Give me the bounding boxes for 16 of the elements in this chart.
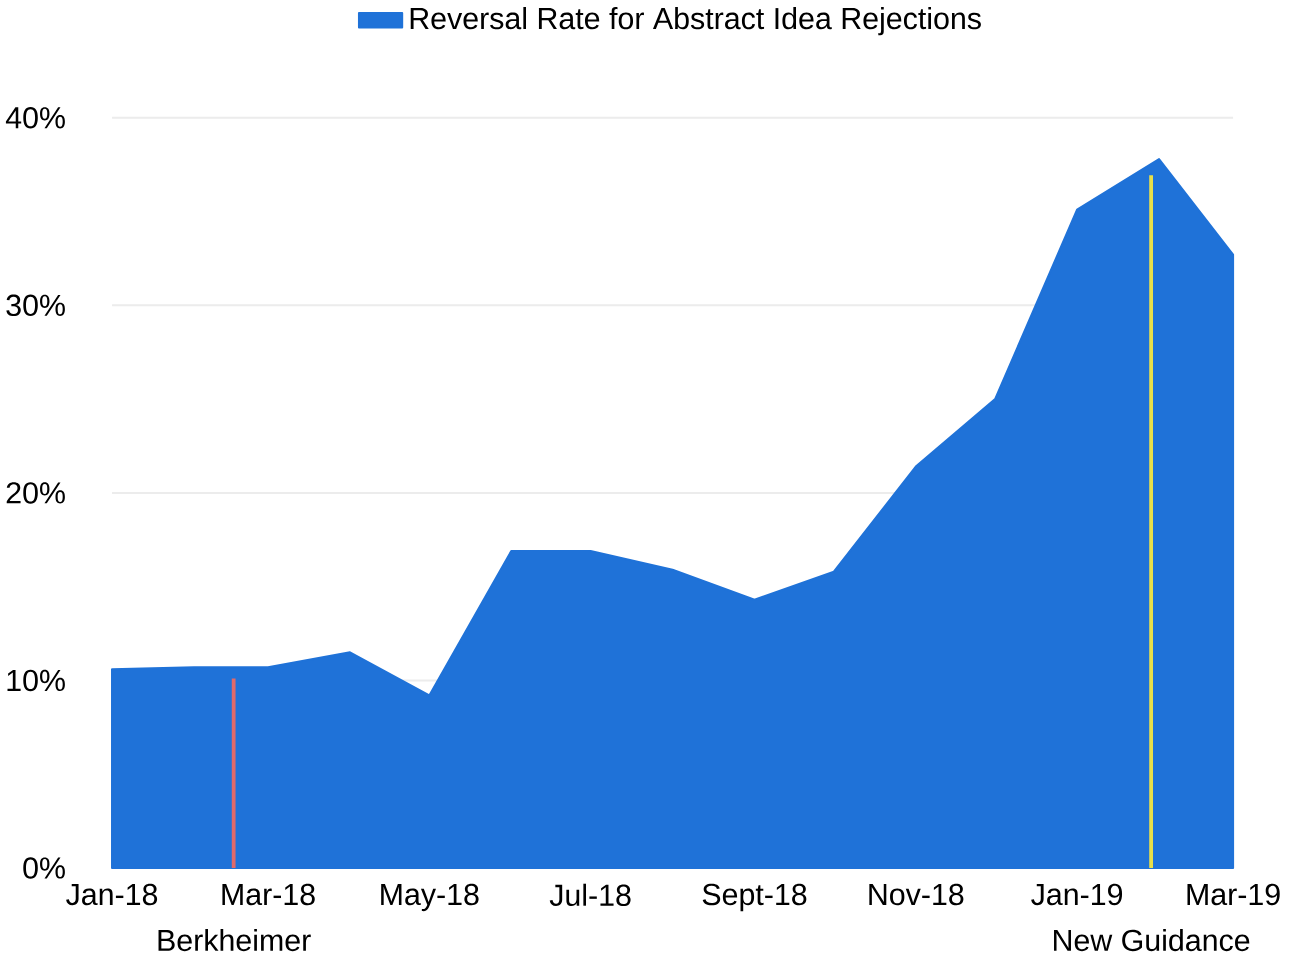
x-tick-label: Mar-18 [222, 883, 315, 906]
x-tick-label: May-18 [381, 883, 479, 912]
x-tick-label: Jan-18 [66, 883, 158, 906]
y-tick-label: 0% [23, 857, 65, 879]
x-tick-label: Sept-18 [702, 883, 807, 912]
x-tick-label: Jul-18 [549, 883, 631, 906]
x-tick-label: Nov-18 [869, 883, 964, 906]
x-tick-label: Jan-19 [1031, 883, 1123, 906]
y-tick-label: 40% [5, 107, 65, 129]
ref-line-label: Berkheimer [158, 928, 311, 952]
y-tick-label: 20% [6, 482, 65, 504]
y-tick-label: 30% [6, 294, 65, 317]
ref-line-label: New Guidance [1054, 928, 1250, 952]
x-tick-label: Mar-19 [1187, 883, 1280, 906]
y-tick-label: 10% [7, 669, 65, 692]
legend-label: Reversal Rate for Abstract Idea Rejections [410, 6, 981, 36]
